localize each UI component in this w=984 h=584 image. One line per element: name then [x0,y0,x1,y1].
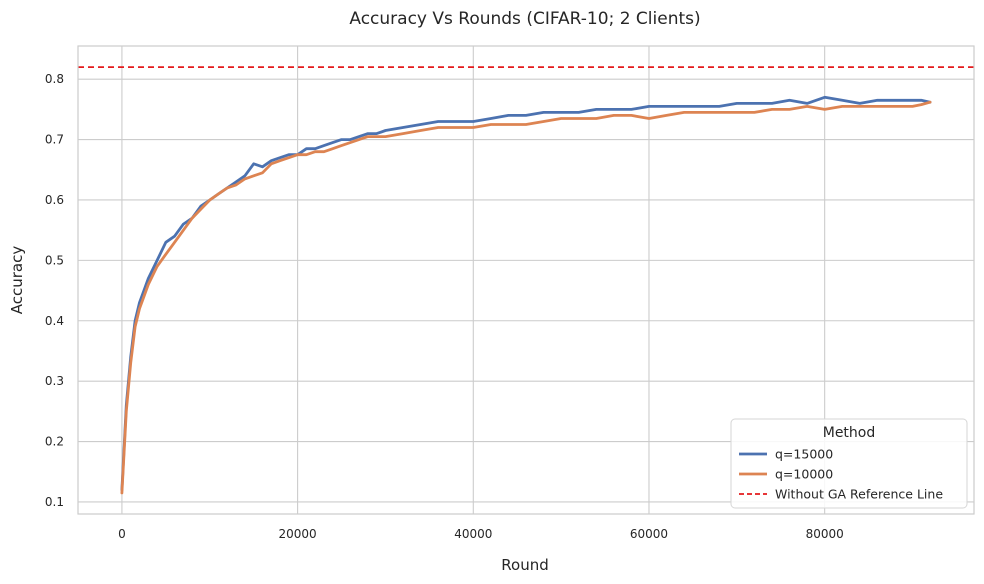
legend: Method q=15000 q=10000 Without GA Reference… [730,418,968,509]
y-tick-label: 0.7 [45,133,64,147]
legend-label: Without GA Reference Line [775,487,943,502]
y-tick-label: 0.4 [45,314,64,328]
x-tick-label: 60000 [630,527,668,541]
x-ticks: 0 20000 40000 60000 80000 [118,527,844,541]
chart-title: Accuracy Vs Rounds (CIFAR-10; 2 Clients) [349,9,700,29]
legend-title: Method [823,425,876,441]
plot-frame [77,45,975,515]
y-ticks: 0.1 0.2 0.3 0.4 0.5 0.6 0.7 0.8 [45,72,64,509]
series-layer [120,95,932,495]
x-tick-label: 20000 [279,527,317,541]
x-tick-label: 0 [118,527,126,541]
legend-box [730,418,968,509]
legend-label: q=10000 [775,467,833,482]
y-tick-label: 0.5 [45,253,64,267]
legend-label: q=15000 [775,447,833,462]
y-tick-label: 0.8 [45,72,64,86]
y-tick-label: 0.1 [45,495,64,509]
y-axis-label: Accuracy [8,246,26,315]
x-tick-label: 80000 [806,527,844,541]
x-tick-label: 40000 [454,527,492,541]
y-tick-label: 0.6 [45,193,64,207]
x-axis-label: Round [501,556,548,574]
series-line-q=10000 [120,100,932,495]
y-tick-label: 0.2 [45,435,64,449]
y-tick-label: 0.3 [45,374,64,388]
